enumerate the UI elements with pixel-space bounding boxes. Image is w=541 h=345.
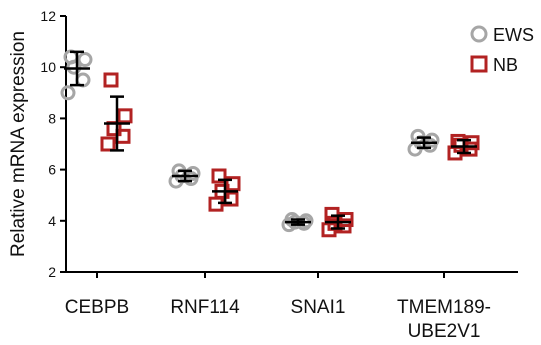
point-ews-1-3	[185, 165, 201, 181]
y-tick-label-5: 12	[40, 8, 56, 24]
point-nb-0-0	[100, 136, 116, 152]
point-ews-0-3	[77, 52, 93, 68]
point-nb-0-4	[103, 72, 119, 88]
category-label-0: CEBPB	[65, 297, 129, 318]
point-nb-1-4	[211, 168, 227, 184]
y-tick-label-3: 8	[48, 110, 56, 126]
category-label-line-3-1: UBE2V1	[408, 321, 481, 342]
point-ews-0-0	[60, 85, 76, 101]
category-label-line-0-0: CEBPB	[65, 297, 129, 318]
category-label-2: SNAI1	[291, 297, 346, 318]
legend-marker-ews	[470, 25, 488, 43]
point-ews-2-3	[298, 213, 314, 229]
point-nb-2-3	[338, 212, 354, 228]
category-label-3: TMEM189- UBE2V1	[397, 297, 491, 342]
point-nb-0-3	[117, 108, 133, 124]
y-tick-label-0: 2	[48, 264, 56, 280]
category-label-line-2-0: SNAI1	[291, 297, 346, 318]
y-axis-title: Relative mRNA expression	[8, 31, 29, 257]
point-nb-1-3	[225, 176, 241, 192]
legend-label-nb: NB	[493, 55, 518, 75]
point-ews-3-3	[424, 132, 440, 148]
category-label-line-1-0: RNF114	[170, 297, 240, 318]
point-nb-2-4	[324, 206, 340, 222]
y-tick-label-2: 6	[48, 162, 56, 178]
category-label-line-3-0: TMEM189-	[397, 297, 491, 318]
point-nb-3-3	[464, 135, 480, 151]
legend-label-ews: EWS	[493, 25, 534, 45]
legend-marker-nb	[470, 55, 488, 73]
y-tick-label-1: 4	[48, 213, 56, 229]
point-nb-1-0	[208, 196, 224, 212]
y-tick-label-4: 10	[40, 59, 56, 75]
category-label-1: RNF114	[170, 297, 240, 318]
